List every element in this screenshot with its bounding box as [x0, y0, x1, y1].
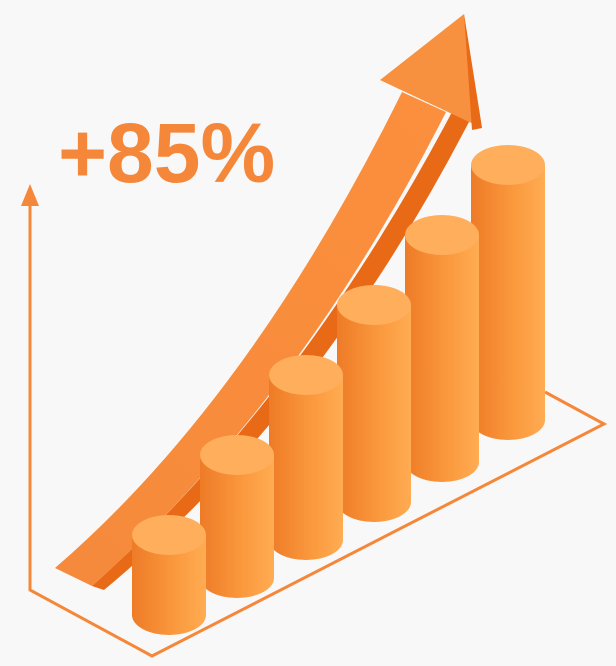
axes — [28, 200, 608, 658]
cylinder — [132, 515, 206, 635]
cylinder — [337, 285, 411, 522]
cylinder — [200, 435, 274, 598]
cylinder — [405, 215, 479, 482]
arrow-head — [380, 14, 482, 128]
axis-base — [28, 200, 608, 658]
growth-arrow — [55, 14, 482, 590]
cylinder — [471, 145, 545, 440]
bars — [132, 145, 545, 635]
arrow-head-side — [464, 14, 482, 130]
headline: +85% — [58, 106, 275, 200]
arrow-shadow — [92, 112, 470, 590]
arrow-body — [55, 92, 446, 586]
cylinder — [269, 355, 343, 560]
axis-arrowhead — [21, 184, 39, 206]
